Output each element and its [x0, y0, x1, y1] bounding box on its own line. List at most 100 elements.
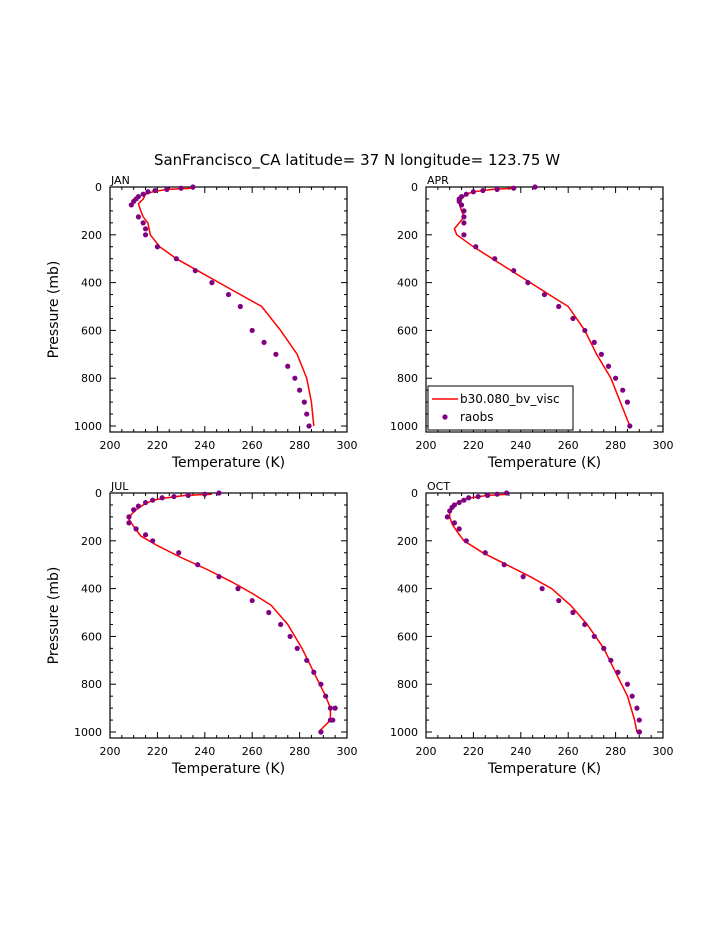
obs-point	[591, 633, 597, 640]
obs-point	[173, 256, 179, 262]
legend-obs-swatch	[442, 414, 448, 420]
x-tick-label: 280	[289, 439, 310, 452]
obs-point	[126, 514, 132, 520]
y-tick-label: 800	[81, 372, 102, 385]
x-tick-label: 240	[194, 745, 215, 758]
obs-point	[306, 423, 312, 429]
x-tick-label: 200	[416, 745, 437, 758]
obs-point	[152, 187, 158, 194]
obs-point	[142, 532, 149, 538]
x-tick-label: 260	[558, 439, 579, 452]
legend-obs-label: raobs	[460, 410, 494, 424]
x-tick-label: 300	[653, 439, 674, 452]
x-tick-label: 300	[337, 439, 358, 452]
x-tick-label: 260	[558, 745, 579, 758]
obs-point	[285, 363, 291, 369]
y-tick-label: 800	[397, 678, 418, 691]
obs-point	[456, 499, 462, 506]
obs-point	[582, 327, 588, 334]
obs-point	[461, 497, 467, 503]
obs-point	[636, 729, 642, 735]
y-tick-label: 200	[81, 535, 102, 548]
obs-point	[131, 507, 137, 513]
obs-point	[615, 669, 621, 675]
x-tick-label: 220	[463, 745, 484, 758]
obs-point	[292, 375, 298, 381]
x-tick-label: 260	[242, 745, 263, 758]
panel-label: JUL	[110, 480, 129, 493]
obs-point	[133, 526, 139, 532]
obs-point	[327, 705, 334, 711]
y-tick-label: 1000	[74, 726, 102, 739]
y-tick-label: 600	[81, 324, 102, 337]
y-tick-label: 800	[397, 372, 418, 385]
panel-apr: APR 200 220 240 260 280 300 0 200 400 600 800 1000 Te…	[390, 174, 674, 471]
obs-point	[582, 621, 588, 628]
y-tick-label: 600	[397, 630, 418, 643]
obs-point	[318, 681, 324, 687]
x-tick-label: 200	[416, 439, 437, 452]
obs-point	[297, 387, 303, 393]
x-tick-label: 220	[147, 745, 168, 758]
model-line	[448, 493, 638, 733]
obs-point	[237, 303, 243, 310]
x-axis-label: Temperature (K)	[171, 761, 285, 777]
obs-point	[539, 586, 545, 592]
obs-point	[261, 339, 267, 345]
y-tick-label: 0	[95, 487, 102, 500]
y-tick-label: 800	[81, 678, 102, 691]
obs-point	[570, 609, 576, 616]
y-axis-label: Pressure (mb)	[46, 261, 62, 359]
obs-point	[634, 705, 640, 711]
x-tick-label: 240	[194, 439, 215, 452]
plot-frame	[109, 492, 348, 739]
panel-label: OCT	[427, 480, 450, 493]
obs-point	[601, 645, 607, 651]
y-tick-label: 0	[411, 181, 418, 194]
model-line	[128, 493, 332, 733]
obs-point	[332, 705, 338, 711]
obs-point	[636, 717, 642, 723]
y-tick-label: 400	[81, 277, 102, 290]
obs-point	[451, 520, 458, 526]
obs-point	[209, 280, 215, 286]
obs-point	[556, 597, 562, 604]
obs-point	[624, 399, 631, 405]
y-tick-label: 1000	[74, 420, 102, 433]
y-tick-label: 0	[95, 181, 102, 194]
y-tick-label: 600	[397, 324, 418, 337]
x-tick-label: 220	[147, 439, 168, 452]
obs-point	[135, 214, 142, 220]
obs-point	[613, 375, 619, 381]
obs-point	[235, 586, 241, 592]
y-tick-label: 600	[81, 630, 102, 643]
obs-point	[627, 423, 633, 429]
obs-point	[492, 256, 498, 262]
panel-oct: OCT 200 220 240 260 280 300 0 200 400 600 800 1000 Te…	[390, 480, 674, 777]
y-tick-label: 200	[397, 229, 418, 242]
obs-point	[140, 191, 146, 197]
obs-point	[556, 303, 562, 310]
obs-point	[461, 208, 467, 214]
obs-point	[185, 492, 191, 498]
panels-group: JAN 200 220 240 260 280 300 0 200 400 600 800 1000 Te…	[46, 174, 674, 777]
obs-point	[278, 621, 284, 628]
obs-point	[463, 191, 469, 197]
obs-point	[318, 729, 324, 735]
obs-point	[591, 339, 597, 345]
obs-point	[461, 214, 467, 220]
obs-point	[620, 387, 626, 393]
y-tick-label: 200	[397, 535, 418, 548]
obs-point	[485, 492, 491, 498]
obs-point	[447, 508, 453, 514]
obs-point	[150, 497, 156, 503]
obs-point	[140, 220, 146, 226]
obs-point	[171, 493, 177, 500]
obs-point	[145, 189, 151, 195]
panel-label: APR	[427, 174, 449, 187]
panel-jan: JAN 200 220 240 260 280 300 0 200 400 600 800 1000 Te…	[46, 174, 358, 471]
obs-point	[456, 526, 462, 532]
x-tick-label: 280	[289, 745, 310, 758]
y-tick-label: 1000	[390, 420, 418, 433]
